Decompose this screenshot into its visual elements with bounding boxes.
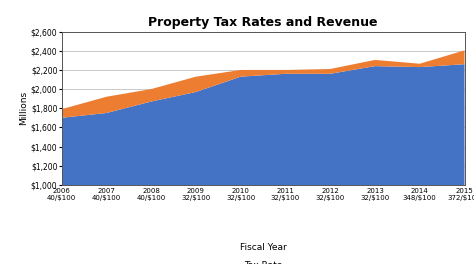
Title: Property Tax Rates and Revenue: Property Tax Rates and Revenue [148, 16, 378, 29]
Text: Fiscal Year: Fiscal Year [240, 243, 286, 252]
Text: Tax Rate: Tax Rate [244, 261, 282, 264]
Y-axis label: Millions: Millions [19, 91, 28, 125]
